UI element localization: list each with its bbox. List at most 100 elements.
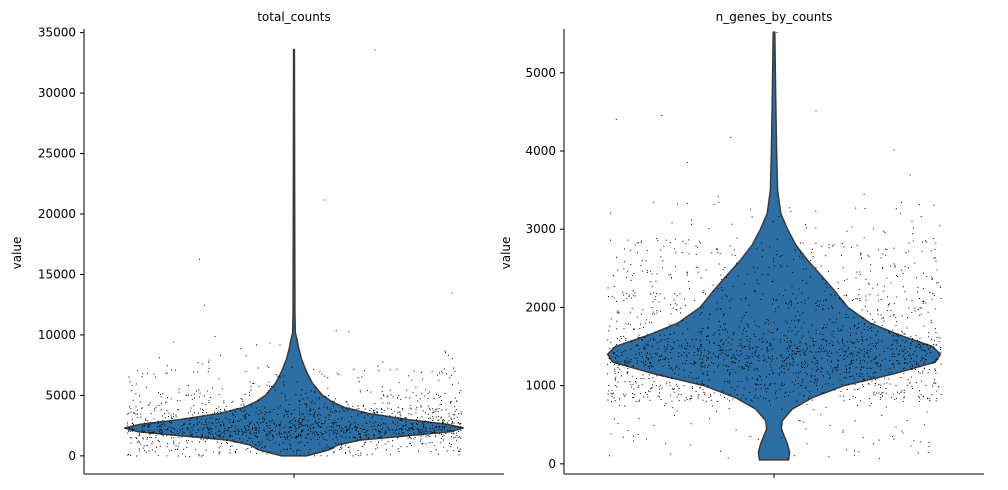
data-point xyxy=(682,240,684,242)
data-point xyxy=(395,430,397,431)
data-point xyxy=(313,409,315,410)
data-point xyxy=(321,373,323,375)
data-point xyxy=(722,289,723,291)
data-point xyxy=(905,252,907,253)
data-point xyxy=(431,371,433,373)
data-point xyxy=(422,421,424,423)
data-point xyxy=(625,323,627,325)
data-point xyxy=(311,402,313,404)
data-point xyxy=(350,423,352,425)
data-point xyxy=(640,323,641,325)
data-point xyxy=(706,360,707,361)
data-point xyxy=(863,378,865,380)
data-point xyxy=(816,360,818,361)
data-point xyxy=(236,408,238,410)
data-point xyxy=(173,341,175,343)
data-point xyxy=(827,359,828,361)
data-point xyxy=(896,342,898,344)
data-point xyxy=(141,407,143,409)
data-point xyxy=(936,337,938,338)
data-point xyxy=(319,444,321,445)
data-point xyxy=(821,245,823,247)
data-point xyxy=(716,410,718,412)
data-point xyxy=(205,449,207,451)
data-point xyxy=(849,367,851,369)
data-point xyxy=(896,334,898,336)
data-point xyxy=(700,277,702,279)
data-point xyxy=(219,453,221,455)
data-point xyxy=(442,422,443,424)
data-point xyxy=(682,363,684,365)
data-point xyxy=(248,428,250,430)
data-point xyxy=(433,410,435,412)
data-point xyxy=(791,381,793,383)
data-point xyxy=(395,415,397,417)
data-point xyxy=(923,301,925,303)
data-point xyxy=(809,395,811,397)
data-point xyxy=(319,426,321,428)
data-point xyxy=(940,348,942,350)
data-point xyxy=(742,333,744,335)
data-point xyxy=(850,353,852,355)
data-point xyxy=(706,339,708,341)
data-point xyxy=(734,355,736,357)
data-point xyxy=(646,357,648,358)
data-point xyxy=(690,395,692,397)
data-point xyxy=(407,430,408,431)
data-point xyxy=(332,400,334,402)
data-point xyxy=(335,425,337,427)
data-point xyxy=(285,432,287,433)
data-point xyxy=(792,358,794,360)
data-point xyxy=(754,336,756,338)
data-point xyxy=(361,376,363,378)
data-point xyxy=(613,297,615,299)
data-point xyxy=(283,427,285,429)
data-point xyxy=(271,386,272,387)
data-point xyxy=(175,416,177,418)
data-point xyxy=(459,436,460,438)
data-point xyxy=(253,432,255,434)
data-point xyxy=(938,386,940,388)
data-point xyxy=(818,351,820,353)
data-point xyxy=(757,397,759,399)
data-point xyxy=(828,307,829,309)
data-point xyxy=(900,334,902,336)
data-point xyxy=(797,364,799,366)
data-point xyxy=(895,208,897,210)
data-point xyxy=(745,312,747,313)
data-point xyxy=(611,395,613,397)
data-point xyxy=(880,365,882,367)
data-point xyxy=(197,429,199,431)
data-point xyxy=(906,298,908,300)
data-point xyxy=(340,429,342,431)
data-point xyxy=(674,238,676,240)
data-point xyxy=(217,410,219,412)
data-point xyxy=(657,240,659,242)
data-point xyxy=(739,360,740,362)
data-point xyxy=(135,437,137,438)
data-point xyxy=(623,351,625,353)
data-point xyxy=(662,260,664,262)
data-point xyxy=(855,347,857,348)
data-point xyxy=(157,423,159,425)
data-point xyxy=(769,404,771,406)
data-point xyxy=(801,366,803,368)
data-point xyxy=(326,406,328,408)
data-point xyxy=(854,342,856,344)
data-point xyxy=(422,434,424,436)
data-point xyxy=(284,396,286,398)
data-point xyxy=(846,295,848,296)
data-point xyxy=(773,339,775,341)
data-point xyxy=(440,400,442,401)
data-point xyxy=(301,420,303,422)
data-point xyxy=(458,413,460,415)
data-point xyxy=(836,318,838,320)
data-point xyxy=(206,426,208,428)
data-point xyxy=(444,368,446,370)
data-point xyxy=(697,395,699,397)
data-point xyxy=(898,393,900,395)
data-point xyxy=(456,426,458,428)
data-point xyxy=(816,300,818,302)
data-point xyxy=(191,440,193,442)
data-point xyxy=(832,369,834,371)
